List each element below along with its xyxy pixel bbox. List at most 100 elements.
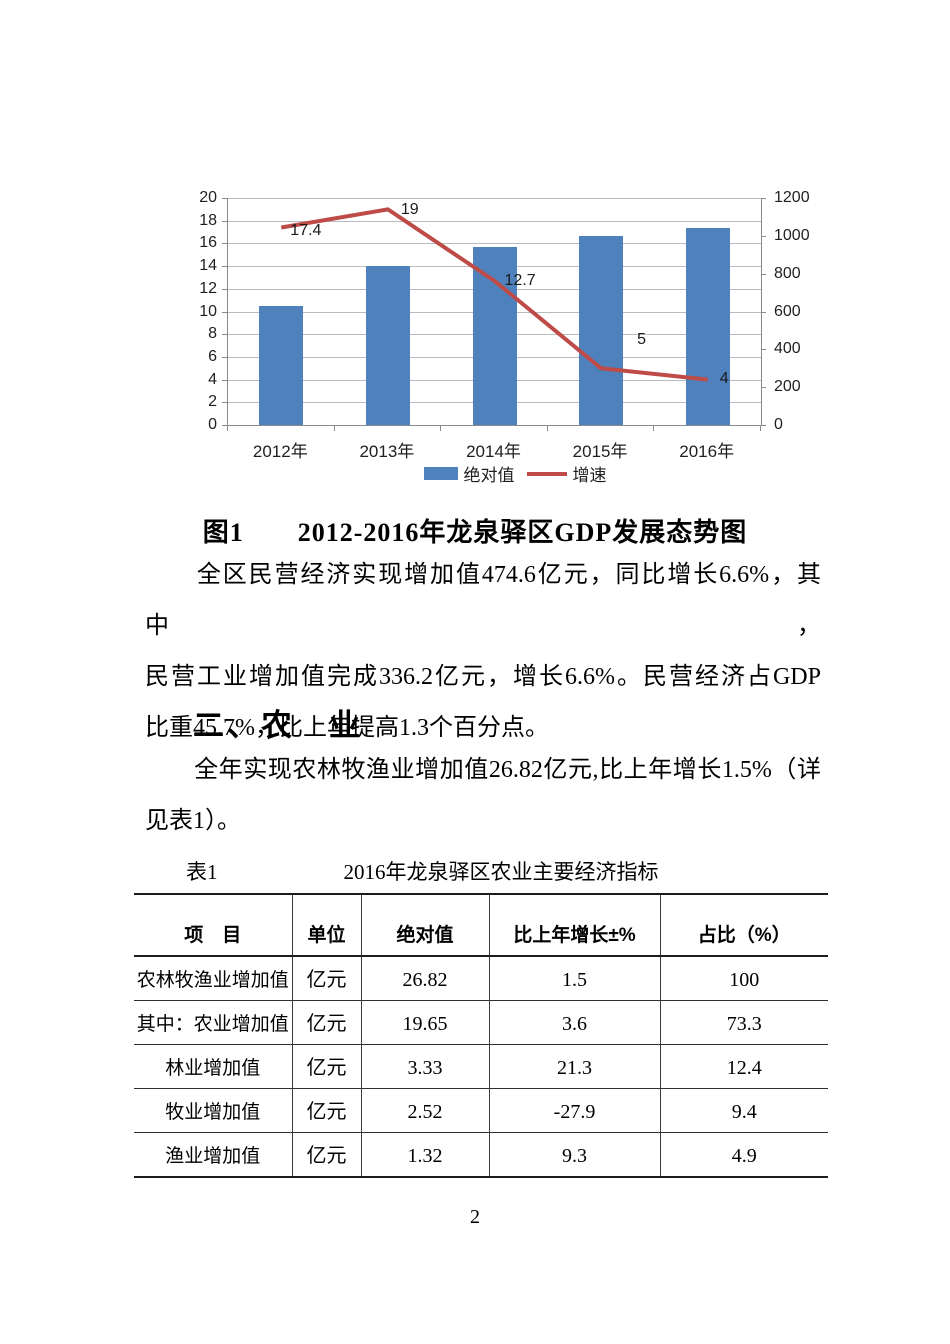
- table-cell: -27.9: [488, 1088, 660, 1133]
- growth-rate-line: [280, 207, 708, 382]
- table-cell: 19.65: [360, 1000, 489, 1045]
- table-cell: 亿元: [291, 956, 361, 1001]
- x-axis-label: 2012年: [252, 442, 308, 461]
- left-axis-tick: [222, 356, 227, 358]
- right-axis-tick-label: 200: [774, 378, 801, 396]
- chart-plot-area: [227, 198, 762, 426]
- x-axis-label: 2016年: [679, 442, 735, 461]
- legend-item-line: 增速: [526, 461, 607, 486]
- left-axis-tick: [222, 379, 227, 381]
- table-cell: 林业增加值: [134, 1044, 292, 1089]
- x-axis-tick: [546, 425, 548, 431]
- table-header-cell: 单位: [291, 894, 361, 957]
- right-axis-tick: [761, 273, 766, 275]
- left-axis-tick: [222, 334, 227, 336]
- bar-2012年: [259, 305, 304, 425]
- left-axis-tick-label: 0: [208, 416, 217, 433]
- table-cell: 100: [659, 956, 828, 1001]
- left-axis-tick: [222, 311, 227, 313]
- x-axis-label: 2013年: [359, 442, 415, 461]
- paragraph-line: 全区民营经济实现增加值474.6亿元，同比增长6.6%，其中，: [145, 562, 821, 639]
- gridline: [228, 220, 761, 222]
- left-axis-tick: [222, 288, 227, 290]
- table-caption: 表1 2016年龙泉驿区农业主要经济指标: [134, 856, 828, 890]
- table-row: 林业增加值 亿元 3.33 21.3 12.4: [134, 1044, 828, 1089]
- x-axis-tick: [333, 425, 335, 431]
- table-cell: 21.3: [488, 1044, 660, 1089]
- gridline: [228, 198, 761, 199]
- right-axis-tick-label: 400: [774, 340, 801, 358]
- legend-label: 增速: [572, 466, 607, 485]
- table-cell: 1.5: [488, 956, 660, 1001]
- figure-caption: 图1 2012-2016年龙泉驿区GDP发展态势图: [202, 518, 748, 547]
- table-cell: 4.9: [659, 1132, 828, 1177]
- left-axis-tick: [222, 266, 227, 268]
- x-axis-label: 2015年: [572, 442, 628, 461]
- paragraph-agriculture: 全年实现农林牧渔业增加值26.82亿元,比上年增长1.5%（详 见表1）。: [145, 745, 821, 847]
- x-axis-tick: [227, 425, 228, 431]
- gridline: [228, 243, 761, 245]
- x-axis-tick: [760, 425, 761, 431]
- table-cell: 26.82: [360, 956, 489, 1001]
- x-axis-tick: [653, 425, 655, 431]
- table-row: 牧业增加值 亿元 2.52 -27.9 9.4: [134, 1088, 828, 1133]
- left-axis-tick: [222, 198, 227, 199]
- table-cell: 农林牧渔业增加值: [136, 970, 289, 991]
- right-axis-tick: [761, 349, 766, 351]
- table-row: 其中：农业增加值 亿元 19.65 3.6 73.3: [134, 1000, 828, 1045]
- line-data-label: 5: [637, 331, 646, 349]
- table-cell: 亿元: [291, 1000, 361, 1045]
- line-data-label: 4: [719, 369, 729, 387]
- paragraph-line: 见表1）。: [145, 808, 241, 834]
- left-axis-tick: [222, 425, 227, 426]
- table-cell: 亿元: [291, 1088, 361, 1133]
- right-axis-tick: [761, 235, 766, 237]
- left-axis-tick-label: 8: [208, 325, 217, 343]
- bar-2016年: [685, 228, 730, 425]
- table-cell: 牧业增加值: [134, 1088, 292, 1133]
- table-cell: 亿元: [291, 1132, 361, 1177]
- left-axis-tick: [222, 220, 227, 222]
- left-axis-tick-label: 6: [208, 347, 217, 365]
- right-axis-tick-label: 1000: [774, 226, 810, 244]
- table-cell: 1.32: [360, 1132, 489, 1177]
- left-axis-tick-label: 20: [199, 189, 217, 206]
- paragraph-line: 全年实现农林牧渔业增加值26.82亿元,比上年增长1.5%（详: [145, 757, 821, 783]
- left-axis-tick: [222, 243, 227, 245]
- table-cell: 73.3: [659, 1000, 828, 1045]
- right-axis-tick-label: 1200: [774, 189, 810, 206]
- right-axis-tick-label: 600: [774, 302, 801, 320]
- right-axis-tick-label: 0: [774, 416, 783, 433]
- x-axis-tick: [440, 425, 442, 431]
- left-axis-tick-label: 18: [199, 211, 217, 229]
- bar-2015年: [579, 235, 624, 425]
- table-cell: 3.33: [360, 1044, 489, 1089]
- legend-line-swatch: [526, 471, 567, 476]
- table-row: 农林牧渔业增加值 亿元 26.82 1.5 100: [134, 956, 828, 1001]
- right-axis-tick: [761, 425, 766, 426]
- line-data-label: 17.4: [290, 221, 322, 239]
- paragraph-line: 民营工业增加值完成336.2亿元，增长6.6%。民营经济占GDP: [145, 664, 821, 690]
- table-cell: 12.4: [659, 1044, 828, 1089]
- left-axis-tick: [222, 402, 227, 404]
- line-data-label: 19: [400, 201, 419, 219]
- table-cell: 9.4: [659, 1088, 828, 1133]
- legend-bar-swatch: [423, 467, 458, 480]
- table-header-cell: 比上年增长±%: [488, 894, 660, 957]
- table-header-cell: 占比（%）: [659, 894, 828, 957]
- left-axis-tick-label: 4: [208, 370, 217, 388]
- agriculture-indicators-table: 项 目单位 绝对值 比上年增长±% 占比（%） 农林牧渔业增加值 亿元 26.82 1.5 10…: [134, 893, 828, 1178]
- table-cell: 9.3: [488, 1132, 660, 1177]
- table-caption-label: 表1: [186, 860, 218, 884]
- x-axis-label: 2014年: [466, 442, 521, 461]
- left-axis-tick-label: 16: [199, 234, 217, 252]
- table-cell: 3.6: [488, 1000, 660, 1045]
- paragraph-line: 比重45.7%，比上年提高1.3个百分点。: [145, 715, 549, 741]
- table-row: 渔业增加值 亿元 1.32 9.3 4.9: [134, 1132, 828, 1177]
- bar-2014年: [472, 247, 517, 425]
- paragraph-private-economy: 全区民营经济实现增加值474.6亿元，同比增长6.6%，其中， 民营工业增加值完成…: [145, 550, 821, 754]
- section-heading-agriculture: 二、农 业: [193, 708, 363, 743]
- left-axis-tick-label: 10: [199, 302, 217, 320]
- table-cell: 亿元: [291, 1044, 361, 1089]
- table-header-cell: 项 目: [134, 894, 292, 957]
